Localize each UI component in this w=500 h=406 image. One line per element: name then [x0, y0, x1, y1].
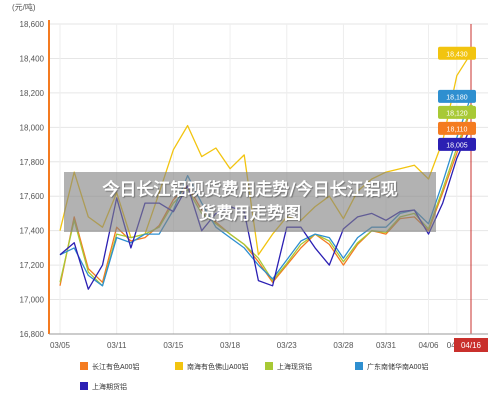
- x-tick-label: 03/18: [220, 341, 241, 350]
- end-label-text: 18,110: [447, 126, 468, 133]
- legend-swatch: [80, 362, 88, 370]
- end-label-box: [438, 121, 476, 135]
- legend-label: 长江有色A00铝: [92, 362, 139, 371]
- y-tick-label: 18,000: [20, 123, 45, 132]
- legend-label: 上海期货铝: [92, 382, 127, 391]
- x-tick-label: 04/06: [418, 341, 439, 350]
- series-end-labels: 18,430 18,180 18,120 18,110 18,005: [438, 46, 476, 151]
- legend-swatch: [355, 362, 363, 370]
- x-tick-label: 03/28: [333, 341, 354, 350]
- y-tick-label: 17,000: [20, 296, 45, 305]
- legend-label: 上海现货铝: [277, 362, 312, 371]
- y-axis-ticks: 16,800 17,000 17,200 17,400 17,600 17,800 18,0…: [20, 20, 45, 339]
- overlay-title: 今日长江铝现货费用走势/今日长江铝现货费用走势图: [102, 180, 398, 224]
- x-tick-label: 03/15: [163, 341, 184, 350]
- end-label-box: [438, 137, 476, 151]
- x-axis-ticks: 03/05 03/11 03/15 03/18 03/23 03/28 03/31 04/06…: [50, 338, 488, 352]
- x-tick-label: 03/11: [107, 341, 127, 350]
- legend-label: 广东南储华南A00铝: [367, 362, 428, 371]
- end-label-text: 18,120: [446, 110, 468, 117]
- overlay-title-banner: 今日长江铝现货费用走势/今日长江铝现货费用走势图: [64, 172, 436, 232]
- x-tick-label: 03/31: [376, 341, 397, 350]
- x-tick-label: 03/05: [50, 341, 71, 350]
- y-tick-label: 17,200: [20, 261, 45, 270]
- end-label-text: 18,005: [446, 142, 468, 149]
- y-tick-label: 18,600: [20, 20, 45, 29]
- series-lines: [59, 51, 473, 290]
- end-label-box: [438, 105, 476, 119]
- legend-swatch: [175, 362, 183, 370]
- y-axis-unit-label: (元/吨): [12, 2, 36, 12]
- y-tick-label: 17,400: [20, 227, 45, 236]
- y-tick-label: 18,200: [20, 89, 45, 98]
- y-tick-label: 16,800: [20, 330, 45, 339]
- highlight-date-badge: [454, 338, 488, 352]
- highlight-date-label: 04/16: [461, 341, 482, 350]
- legend-label: 南海有色佛山A00铝: [187, 362, 248, 371]
- y-tick-label: 18,400: [20, 54, 45, 63]
- end-label-box: [438, 89, 476, 103]
- end-label-text: 18,430: [446, 51, 468, 58]
- axes: (元/吨): [12, 2, 488, 335]
- end-label-text: 18,180: [446, 94, 468, 101]
- end-label-box: [438, 46, 476, 60]
- x-tick-label: 03/23: [277, 341, 298, 350]
- y-tick-label: 17,800: [20, 158, 45, 167]
- legend-swatch: [80, 382, 88, 390]
- y-tick-label: 17,600: [20, 192, 45, 201]
- legend-swatch: [265, 362, 273, 370]
